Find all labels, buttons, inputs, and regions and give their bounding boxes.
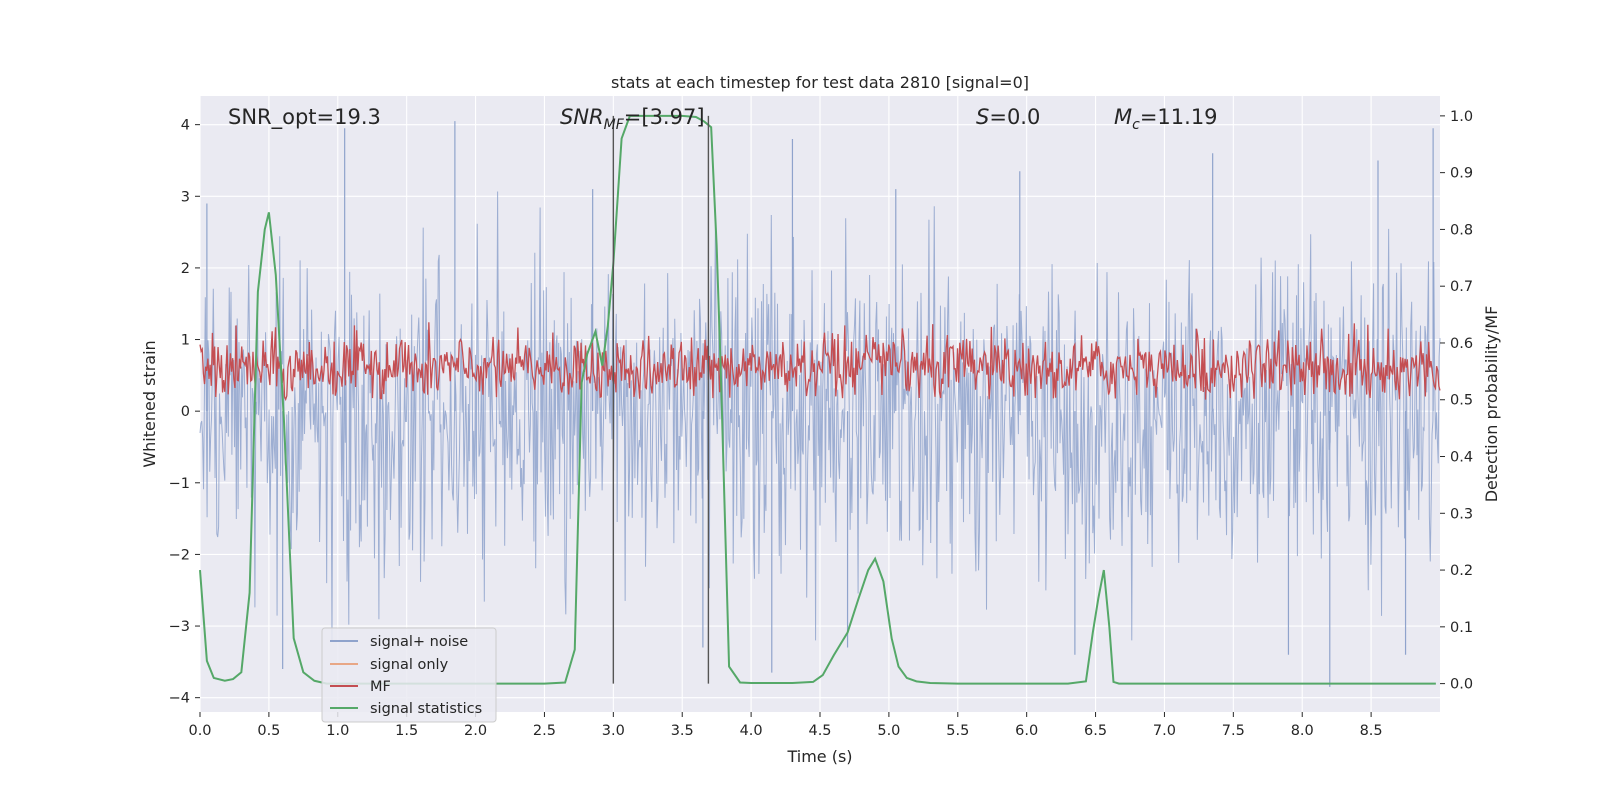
legend: signal+ noise signal only MF signal stat… <box>321 627 497 723</box>
signal-noise-series <box>199 121 1441 687</box>
y-axis-label: Whitened strain <box>140 340 159 467</box>
right-tick-label: 0.5 <box>1450 393 1473 409</box>
x-tick-label: 0.5 <box>257 723 280 739</box>
x-tick-label: 6.5 <box>1084 723 1107 739</box>
legend-label-signal-statistics: signal statistics <box>370 701 482 717</box>
snr-mf-base: SNR <box>560 105 604 129</box>
x-tick-label: 0.0 <box>188 723 211 739</box>
signal-statistics-series <box>199 114 1436 685</box>
left-tick-label: 3 <box>181 189 190 205</box>
left-tick-label: −1 <box>169 476 190 492</box>
right-tick-label: 0.8 <box>1450 222 1473 238</box>
mc-sym: M <box>1114 105 1132 129</box>
right-tick-label: 0.7 <box>1450 279 1473 295</box>
vertical-markers <box>612 115 710 684</box>
x-tick-label: 2.5 <box>533 723 556 739</box>
x-tick-label: 4.0 <box>740 723 763 739</box>
legend-label-mf: MF <box>370 679 391 695</box>
x-axis-label: Time (s) <box>786 747 852 766</box>
x-tick-label: 8.0 <box>1291 723 1314 739</box>
left-tick-label: 2 <box>181 261 190 277</box>
x-tick-label: 3.0 <box>602 723 625 739</box>
left-tick-label: 4 <box>181 118 190 134</box>
x-tick-label: 8.5 <box>1360 723 1383 739</box>
snr-mf-annotation: SNRMF=[3.97] <box>560 105 705 133</box>
s-sym: S <box>976 105 989 129</box>
grid <box>199 96 1440 712</box>
x-tick-label: 6.0 <box>1015 723 1038 739</box>
right-tick-label: 1.0 <box>1450 109 1473 125</box>
mc-sub: c <box>1132 117 1140 133</box>
right-tick-label: 0.0 <box>1450 677 1473 693</box>
right-tick-label: 0.4 <box>1450 450 1473 466</box>
chart-title: stats at each timestep for test data 281… <box>611 73 1029 92</box>
mc-annotation: Mc=11.19 <box>1114 105 1218 133</box>
mf-series <box>199 322 1441 402</box>
mc-value: =11.19 <box>1140 105 1218 129</box>
mf-line <box>199 322 1441 402</box>
s-value: =0.0 <box>989 105 1040 129</box>
left-y-axis: 4 3 2 1 0 −1 −2 −3 −4 <box>169 118 200 707</box>
x-tick-label: 4.5 <box>808 723 831 739</box>
signal-statistics-line <box>199 114 1436 685</box>
snr-opt-annotation: SNR_opt=19.3 <box>228 105 381 130</box>
snr-mf-sub: MF <box>604 117 625 133</box>
right-y-axis-label: Detection probability/MF <box>1482 306 1501 503</box>
x-tick-label: 5.0 <box>877 723 900 739</box>
x-tick-label: 7.0 <box>1153 723 1176 739</box>
signal-noise-line <box>199 191 1441 641</box>
left-tick-label: 1 <box>181 333 190 349</box>
x-tick-label: 5.5 <box>946 723 969 739</box>
left-tick-label: 0 <box>181 404 190 420</box>
s-annotation: S=0.0 <box>976 105 1040 129</box>
x-axis: 0.0 0.5 1.0 1.5 2.0 2.5 3.0 3.5 4.0 4.5 5.0 5.5 6.0 6… <box>188 712 1383 739</box>
left-tick-label: −3 <box>169 619 190 635</box>
x-tick-label: 2.0 <box>464 723 487 739</box>
legend-label-signal-noise: signal+ noise <box>370 634 468 650</box>
snr-mf-value: =[3.97] <box>624 105 705 129</box>
right-y-axis: 1.0 0.9 0.8 0.7 0.6 0.5 0.4 0.3 0.2 0.1 0.0 <box>1440 109 1473 693</box>
left-tick-label: −4 <box>169 691 190 707</box>
left-tick-label: −2 <box>169 547 190 563</box>
x-tick-label: 1.5 <box>395 723 418 739</box>
right-tick-label: 0.1 <box>1450 620 1473 636</box>
x-tick-label: 1.0 <box>326 723 349 739</box>
legend-box <box>321 627 497 723</box>
right-tick-label: 0.9 <box>1450 166 1473 182</box>
x-tick-label: 3.5 <box>671 723 694 739</box>
x-tick-label: 7.5 <box>1222 723 1245 739</box>
right-tick-label: 0.6 <box>1450 336 1473 352</box>
right-tick-label: 0.3 <box>1450 506 1473 522</box>
right-tick-label: 0.2 <box>1450 563 1473 579</box>
legend-label-signal-only: signal only <box>370 657 449 673</box>
